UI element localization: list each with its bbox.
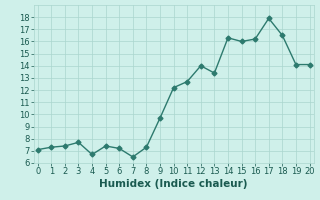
X-axis label: Humidex (Indice chaleur): Humidex (Indice chaleur) — [99, 179, 248, 189]
